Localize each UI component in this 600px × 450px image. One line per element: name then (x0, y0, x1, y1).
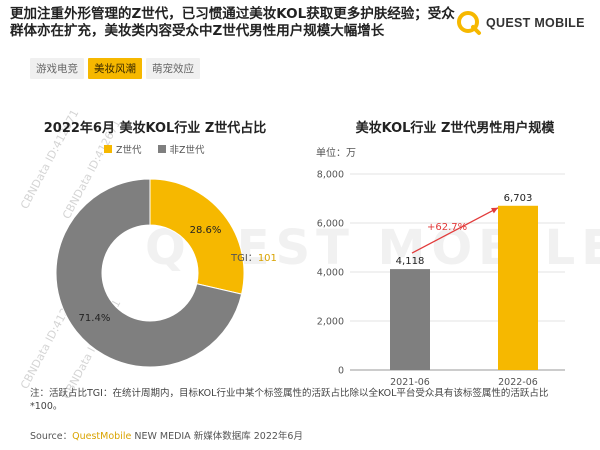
bar-chart-title: 美妆KOL行业 Z世代男性用户规模 (355, 121, 555, 136)
bar (498, 205, 538, 370)
y-tick-label: 6,000 (317, 219, 344, 230)
source-brand: QuestMobile (72, 431, 132, 442)
x-tick-label: 2022-06 (498, 377, 538, 388)
bar-value-label: 6,703 (504, 193, 533, 204)
unit-label: 单位：万 (316, 148, 356, 159)
source-suffix: NEW MEDIA 新媒体数据库 2022年6月 (131, 431, 303, 442)
source-prefix: Source： (30, 431, 73, 442)
tgi-annotation: TGI：101 (230, 253, 277, 264)
tgi-value: 101 (258, 253, 277, 264)
y-tick-label: 0 (338, 366, 344, 377)
legend-swatch-non-z (157, 145, 166, 153)
headline: 更加注重外形管理的Z世代，已习惯通过美妆KOL获取更多护肤经验；受众群体亦在扩充… (10, 6, 455, 39)
y-tick-label: 4,000 (317, 268, 344, 279)
tag-beauty[interactable]: 美妆风潮 (88, 58, 142, 79)
logo-text: QUEST MOBILE (486, 16, 585, 30)
legend-label-non-z: 非Z世代 (169, 145, 205, 156)
tag-gaming[interactable]: 游戏电竞 (30, 58, 84, 79)
donut-value-label: 28.6% (190, 225, 222, 236)
y-tick-label: 8,000 (317, 170, 344, 181)
legend-swatch-z (104, 145, 112, 153)
tgi-label: TGI： (230, 253, 258, 264)
legend-item-non-z: 非Z世代 (157, 142, 205, 156)
topic-tags: 游戏电竞 美妆风潮 萌宠效应 (30, 58, 204, 79)
legend-item-z: Z世代 (104, 142, 142, 156)
tag-pets[interactable]: 萌宠效应 (146, 58, 200, 79)
quest-mobile-logo-icon (457, 11, 481, 35)
legend-label-z: Z世代 (116, 145, 142, 156)
bar (390, 269, 430, 370)
x-tick-label: 2021-06 (390, 377, 430, 388)
brand-logo: QUEST MOBILE (456, 10, 585, 36)
donut-legend: Z世代 非Z世代 (104, 142, 221, 156)
growth-label: +62.7% (427, 222, 467, 233)
bar-value-label: 4,118 (396, 256, 425, 267)
growth-arrow-line (411, 207, 499, 254)
donut-slice (55, 178, 243, 368)
y-tick-label: 2,000 (317, 317, 344, 328)
growth-arrow-head (491, 207, 498, 214)
donut-slice (149, 178, 245, 295)
donut-value-label: 71.4% (79, 313, 111, 324)
source-line: Source：QuestMobile NEW MEDIA 新媒体数据库 2022… (30, 428, 303, 442)
donut-chart-title: 2022年6月 美妆KOL行业 Z世代占比 (43, 121, 267, 136)
footnote: 注：活跃占比TGI：在统计周期内，目标KOL行业中某个标签属性的活跃占比除以全K… (30, 388, 549, 412)
